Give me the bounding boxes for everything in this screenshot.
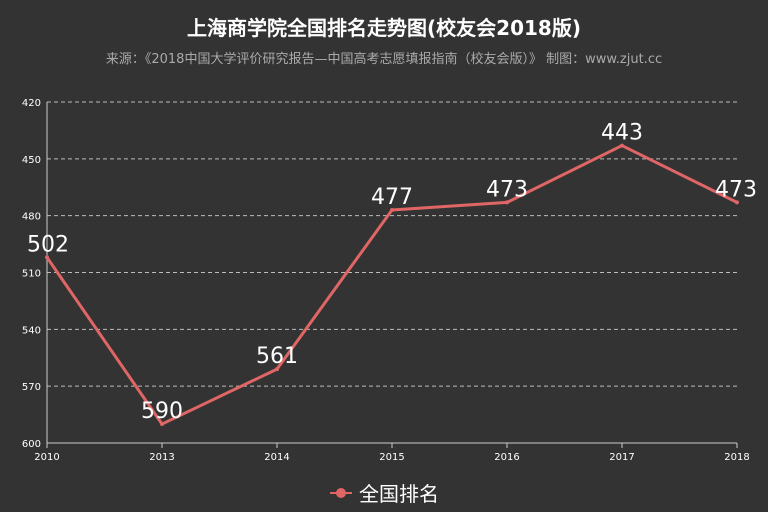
- data-label: 590: [141, 399, 183, 424]
- data-label: 477: [371, 185, 413, 210]
- data-point: [620, 143, 624, 148]
- x-tick-label: 2016: [494, 452, 519, 463]
- data-label: 443: [601, 121, 643, 146]
- legend[interactable]: 全国排名: [0, 478, 768, 507]
- data-label: 473: [486, 177, 528, 202]
- y-tick-label: 480: [22, 212, 41, 223]
- x-tick-label: 2015: [379, 452, 404, 463]
- x-tick-label: 2018: [724, 452, 749, 463]
- y-tick-label: 510: [22, 269, 41, 280]
- x-tick-label: 2010: [34, 452, 59, 463]
- data-point: [505, 200, 509, 205]
- axes: 420 450 480 510 540 570 600 2010 2013 2014 2015 201…: [22, 98, 750, 463]
- y-tick-label: 420: [22, 98, 41, 109]
- y-tick-label: 570: [22, 382, 41, 393]
- y-tick-label: 450: [22, 155, 41, 166]
- legend-marker-icon: [330, 487, 352, 498]
- data-label: 502: [27, 232, 69, 257]
- legend-label: 全国排名: [359, 482, 439, 506]
- data-labels: 502 590 561 477 473 443 473: [27, 121, 757, 424]
- data-label: 473: [715, 177, 757, 202]
- series-layer: [45, 143, 739, 427]
- x-tick-label: 2014: [264, 452, 289, 463]
- data-point: [160, 422, 164, 427]
- x-tick-label: 2017: [609, 452, 634, 463]
- chart-title: 上海商学院全国排名走势图(校友会2018版): [187, 16, 581, 40]
- data-point: [735, 200, 739, 205]
- data-point: [275, 367, 279, 372]
- data-label: 561: [256, 344, 298, 369]
- chart-subtitle: 来源：《2018中国大学评价研究报告—中国高考志愿填报指南（校友会版）》 制图：…: [105, 52, 663, 67]
- y-tick-label: 600: [22, 439, 41, 450]
- data-point: [45, 255, 49, 260]
- grid-lines: [47, 101, 737, 387]
- x-tick-label: 2013: [149, 452, 174, 463]
- data-point: [390, 207, 394, 212]
- y-tick-label: 540: [22, 325, 41, 336]
